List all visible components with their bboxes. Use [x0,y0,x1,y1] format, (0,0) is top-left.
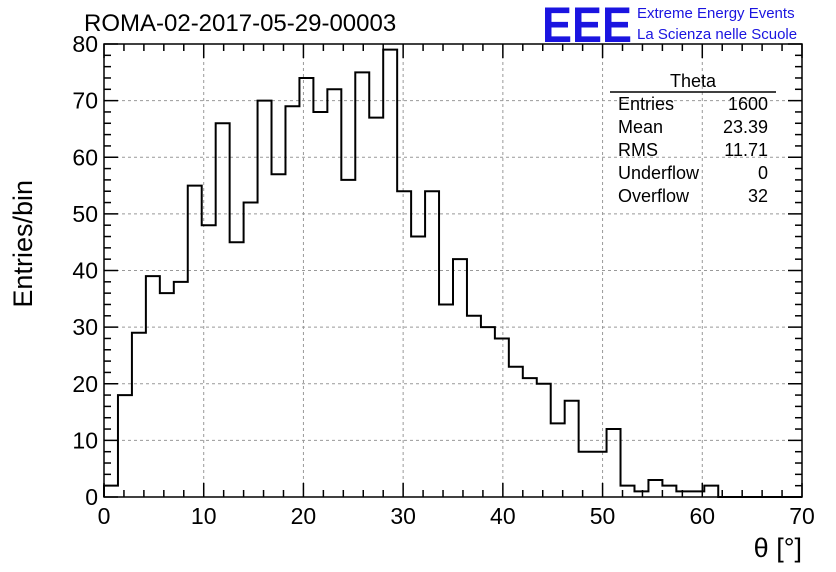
histogram-bin [467,316,481,497]
histogram-bin [299,78,313,497]
histogram-bin [272,174,286,497]
histogram-bin [285,106,299,497]
histogram-bin [327,89,341,497]
histogram-bin [509,367,523,497]
histogram-bin [132,333,146,497]
x-tick-label: 10 [191,503,217,529]
histogram-bin [188,186,202,497]
histogram-bin [495,338,509,497]
histogram-series [103,48,802,498]
histogram-bin [146,276,160,497]
y-tick-label: 0 [85,484,98,510]
histogram-bin [230,242,244,497]
x-tick-label: 50 [590,503,616,529]
y-axis-label: Entries/bin [8,180,38,308]
histogram-bin [216,123,230,497]
histogram-bin [174,282,188,497]
x-tick-label: 0 [98,503,111,529]
logo-mark: EEE [542,0,632,53]
stats-value: 32 [748,186,768,206]
stats-label: Mean [618,117,663,137]
histogram-bin [439,304,453,497]
stats-label: RMS [618,140,658,160]
histogram-bin [258,101,272,497]
histogram-bin [425,191,439,497]
histogram-bin [411,237,425,497]
x-tick-label: 60 [689,503,715,529]
axis-ticks [103,43,803,498]
histogram-bin [118,395,132,497]
logo-line2: La Scienza nelle Scuole [637,26,797,43]
histogram-bin [202,225,216,497]
histogram-bin [607,429,621,497]
histogram-bin [704,486,718,497]
y-tick-label: 40 [72,258,98,284]
histogram-bin [453,259,467,497]
histogram-bin [341,180,355,497]
stats-value: 0 [758,163,768,183]
x-tick-label: 40 [490,503,516,529]
stats-label: Overflow [618,186,690,206]
y-tick-label: 60 [72,144,98,170]
histogram-outline [103,48,802,498]
histogram-bin [383,50,397,497]
stats-value: 11.71 [724,140,768,160]
x-tick-label: 20 [291,503,317,529]
histogram-bin [481,327,495,497]
histogram-bin [244,203,258,497]
y-tick-label: 80 [72,31,98,57]
y-tick-label: 10 [72,427,98,453]
histogram-bin [565,401,579,497]
x-axis-label: θ [°] [754,533,802,563]
x-tick-labels: 0 10 20 30 40 50 60 70 [98,503,815,529]
stats-title: Theta [670,71,717,91]
histogram-bin [355,72,369,497]
histogram-bin [160,293,174,497]
histogram-bin [523,378,537,497]
histogram-bin [104,486,118,497]
x-tick-label: 70 [789,503,815,529]
eee-logo: EEE Extreme Energy Events La Scienza nel… [542,0,797,53]
x-tick-label: 30 [390,503,416,529]
histogram-bin [397,191,411,497]
stats-label: Entries [618,94,674,114]
stats-value: 1600 [728,94,768,114]
y-tick-label: 70 [72,88,98,114]
y-tick-label: 30 [72,314,98,340]
histogram-bin [313,112,327,497]
y-tick-label: 50 [72,201,98,227]
y-tick-label: 20 [72,371,98,397]
histogram-bin [648,480,662,497]
histogram-bin [593,452,607,497]
stats-label: Underflow [618,163,700,183]
histogram-bin [662,486,676,497]
logo-line1: Extreme Energy Events [637,5,795,22]
y-tick-labels: 0 10 20 30 40 50 60 70 80 [72,31,98,510]
stats-rows: Entries 1600 Mean 23.39 RMS 11.71 Underflow 0 Ov… [618,94,768,206]
histogram-bin [579,452,593,497]
stats-box: Theta Entries 1600 Mean 23.39 RMS 11.71 Underf… [610,71,776,206]
chart-title: ROMA-02-2017-05-29-00003 [84,10,396,37]
stats-value: 23.39 [723,117,768,137]
histogram-bin [551,423,565,497]
